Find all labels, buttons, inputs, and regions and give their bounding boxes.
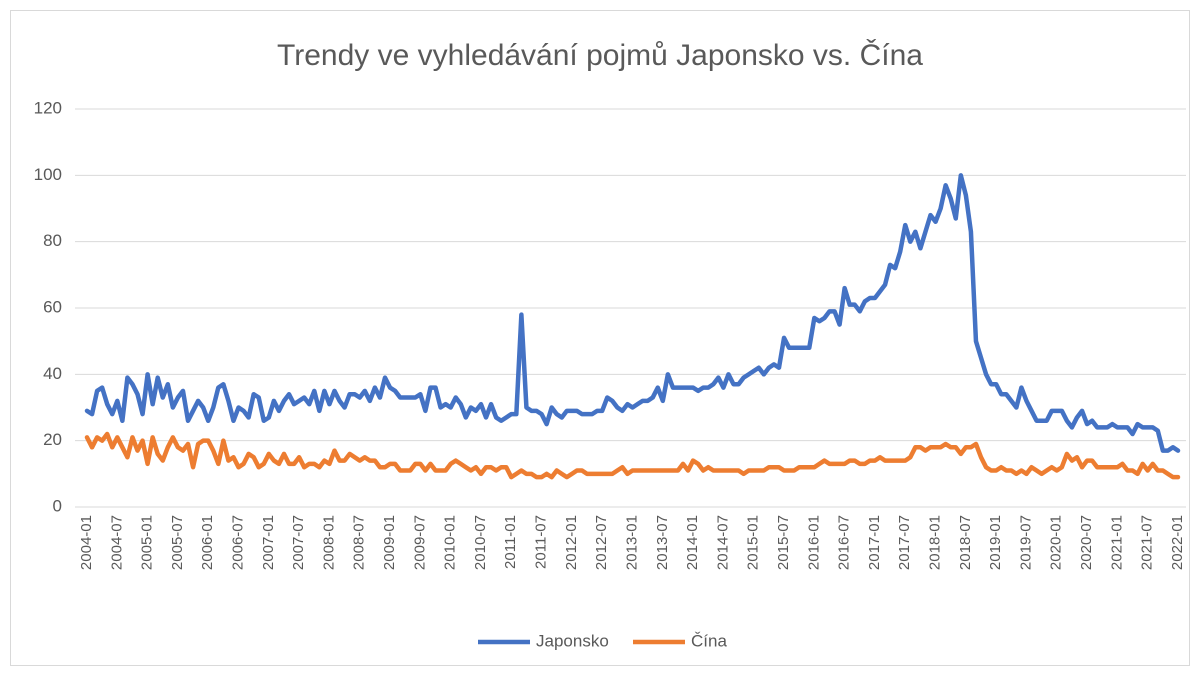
y-tick-label: 80 bbox=[43, 231, 62, 250]
x-tick-label: 2017-07 bbox=[896, 515, 913, 570]
x-tick-label: 2007-07 bbox=[290, 515, 307, 570]
x-tick-label: 2004-07 bbox=[108, 515, 125, 570]
x-tick-label: 2008-07 bbox=[351, 515, 368, 570]
x-tick-label: 2012-01 bbox=[563, 515, 580, 570]
chart-border bbox=[10, 10, 1190, 666]
legend-label: Japonsko bbox=[536, 631, 609, 650]
legend-label: Čína bbox=[691, 631, 727, 650]
x-tick-label: 2020-01 bbox=[1048, 515, 1065, 570]
x-tick-label: 2014-07 bbox=[714, 515, 731, 570]
x-tick-label: 2017-01 bbox=[866, 515, 883, 570]
x-tick-label: 2006-07 bbox=[229, 515, 246, 570]
x-tick-label: 2015-07 bbox=[775, 515, 792, 570]
x-tick-label: 2018-07 bbox=[957, 515, 974, 570]
y-tick-label: 60 bbox=[43, 297, 62, 316]
x-tick-label: 2010-01 bbox=[442, 515, 459, 570]
y-tick-label: 0 bbox=[53, 496, 62, 515]
line-series bbox=[84, 173, 1181, 453]
x-tick-label: 2006-01 bbox=[199, 515, 216, 570]
x-tick-label: 2011-07 bbox=[533, 515, 550, 569]
x-tick-label: 2016-07 bbox=[836, 515, 853, 570]
y-tick-label: 40 bbox=[43, 364, 62, 383]
x-tick-label: 2014-01 bbox=[684, 515, 701, 570]
x-tick-label: 2004-01 bbox=[78, 515, 95, 570]
x-tick-label: 2009-01 bbox=[381, 515, 398, 570]
x-tick-label: 2021-01 bbox=[1108, 515, 1125, 570]
x-tick-label: 2016-01 bbox=[805, 515, 822, 570]
x-tick-label: 2015-01 bbox=[745, 515, 762, 570]
y-tick-label: 100 bbox=[34, 165, 62, 184]
y-tick-label: 20 bbox=[43, 430, 62, 449]
x-tick-label: 2022-01 bbox=[1169, 515, 1186, 570]
x-tick-label: 2013-01 bbox=[623, 515, 640, 570]
x-tick-label: 2007-01 bbox=[260, 515, 277, 570]
x-tick-label: 2005-01 bbox=[139, 515, 156, 570]
y-tick-label: 120 bbox=[34, 98, 62, 117]
x-tick-label: 2018-01 bbox=[927, 515, 944, 570]
x-tick-label: 2021-07 bbox=[1139, 515, 1156, 570]
x-tick-label: 2019-01 bbox=[987, 515, 1004, 570]
line-series bbox=[84, 431, 1181, 480]
x-tick-label: 2009-07 bbox=[411, 515, 428, 570]
x-tick-label: 2005-07 bbox=[169, 515, 186, 570]
x-tick-label: 2012-07 bbox=[593, 515, 610, 570]
x-tick-label: 2010-07 bbox=[472, 515, 489, 570]
chart-title: Trendy ve vyhledávání pojmů Japonsko vs.… bbox=[277, 38, 923, 72]
x-tick-label: 2008-01 bbox=[320, 515, 337, 570]
x-tick-label: 2019-07 bbox=[1017, 515, 1034, 570]
x-tick-label: 2011-01 bbox=[502, 515, 519, 569]
x-tick-label: 2013-07 bbox=[654, 515, 671, 570]
x-tick-label: 2020-07 bbox=[1078, 515, 1095, 570]
